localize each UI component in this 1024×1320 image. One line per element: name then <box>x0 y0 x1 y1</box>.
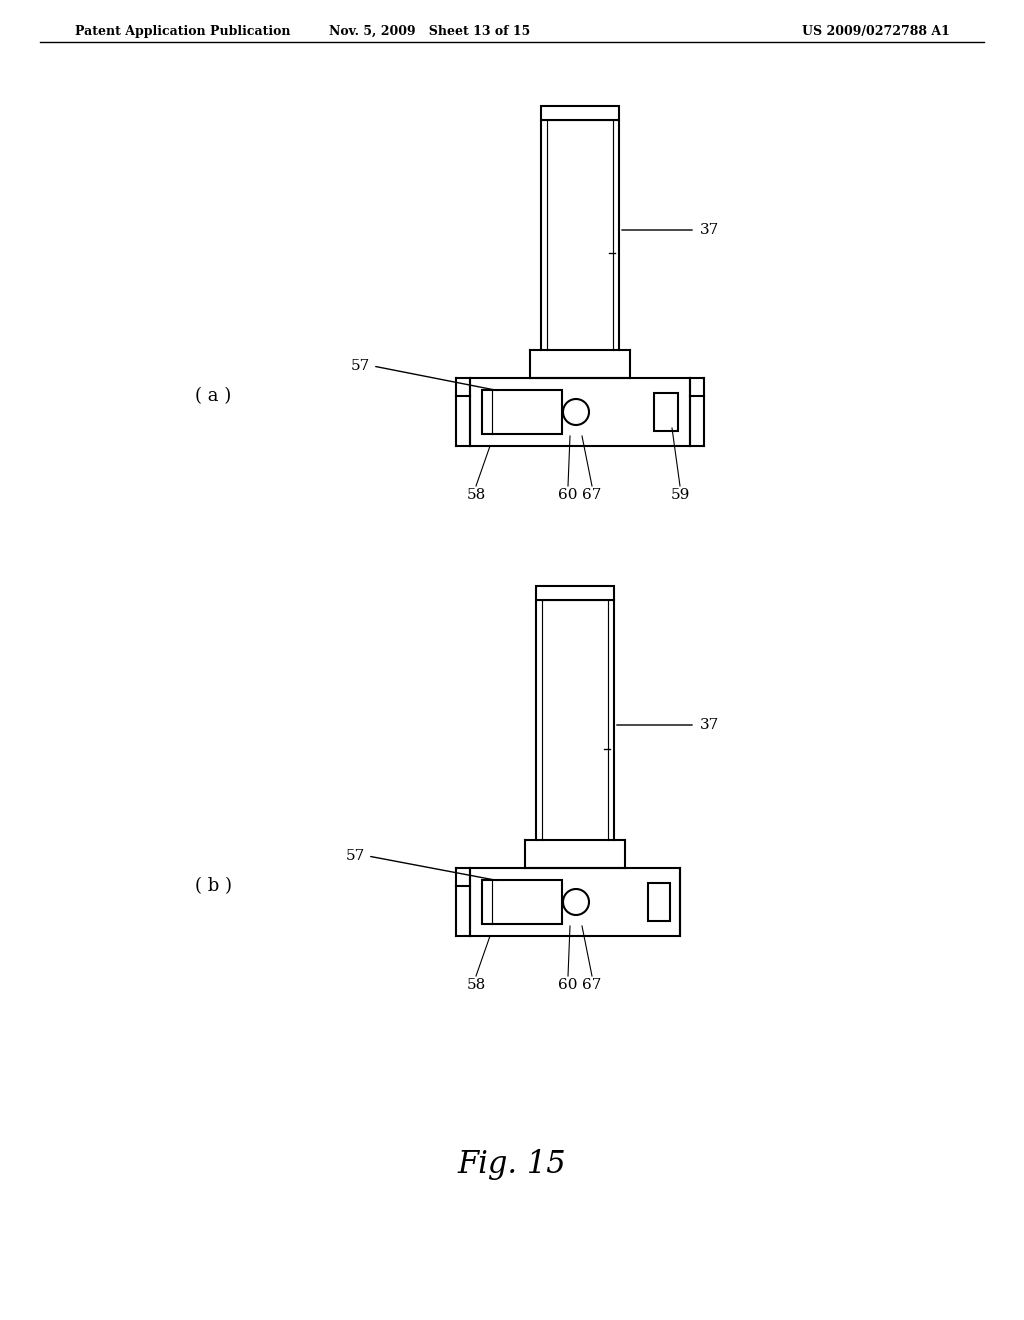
Bar <box>482 389 562 434</box>
Text: Fig. 15: Fig. 15 <box>458 1150 566 1180</box>
Text: 67: 67 <box>583 978 602 993</box>
Text: 37: 37 <box>700 718 719 733</box>
Text: 58: 58 <box>466 488 485 502</box>
Bar <box>654 393 678 432</box>
Text: 58: 58 <box>466 978 485 993</box>
Text: 60: 60 <box>558 978 578 993</box>
Text: Patent Application Publication: Patent Application Publication <box>75 25 291 38</box>
Bar <box>470 869 680 936</box>
Bar <box>541 120 618 350</box>
Text: US 2009/0272788 A1: US 2009/0272788 A1 <box>802 25 950 38</box>
Bar <box>470 378 690 446</box>
Bar <box>482 880 562 924</box>
Bar <box>541 106 618 120</box>
Text: Nov. 5, 2009   Sheet 13 of 15: Nov. 5, 2009 Sheet 13 of 15 <box>330 25 530 38</box>
Text: 67: 67 <box>583 488 602 502</box>
Bar <box>536 601 614 840</box>
Text: 59: 59 <box>671 488 690 502</box>
Bar <box>536 586 614 601</box>
Text: ( a ): ( a ) <box>195 387 231 405</box>
Bar <box>648 883 670 921</box>
Text: ( b ): ( b ) <box>195 876 232 895</box>
Text: 60: 60 <box>558 488 578 502</box>
Text: 57: 57 <box>351 359 370 374</box>
Text: 37: 37 <box>700 223 719 238</box>
Text: 57: 57 <box>346 849 365 863</box>
Circle shape <box>563 399 589 425</box>
Circle shape <box>563 888 589 915</box>
